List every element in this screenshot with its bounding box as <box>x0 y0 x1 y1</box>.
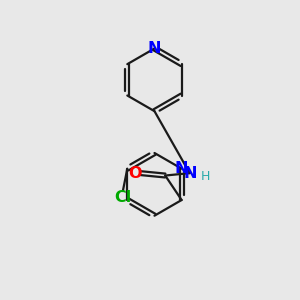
Text: N: N <box>175 161 188 176</box>
Text: O: O <box>129 166 142 181</box>
Text: N: N <box>183 166 197 181</box>
Text: Cl: Cl <box>114 190 131 205</box>
Text: N: N <box>148 41 161 56</box>
Text: H: H <box>200 170 210 183</box>
